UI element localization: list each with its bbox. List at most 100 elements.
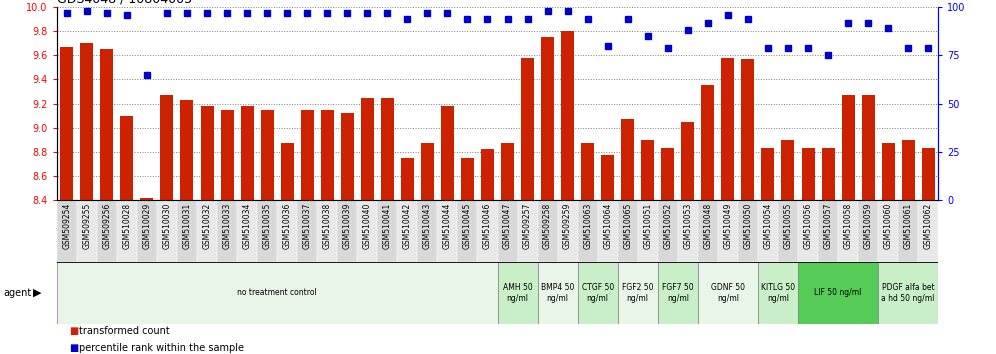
Bar xyxy=(81,43,94,200)
Text: GSM509259: GSM509259 xyxy=(563,203,572,250)
Text: GSM510060: GSM510060 xyxy=(883,203,892,250)
Bar xyxy=(838,200,859,262)
Bar xyxy=(862,95,874,200)
Text: GSM510061: GSM510061 xyxy=(903,203,912,249)
Bar xyxy=(140,198,153,200)
Bar xyxy=(618,262,657,324)
Bar xyxy=(818,200,838,262)
Bar xyxy=(681,122,694,200)
Bar xyxy=(538,200,558,262)
Bar xyxy=(217,200,237,262)
Bar xyxy=(541,37,554,200)
Bar xyxy=(257,200,277,262)
Bar xyxy=(341,113,354,200)
Bar xyxy=(277,200,297,262)
Text: GSM510055: GSM510055 xyxy=(784,203,793,250)
Bar xyxy=(437,200,457,262)
Text: CTGF 50
ng/ml: CTGF 50 ng/ml xyxy=(582,283,614,303)
Text: GSM510058: GSM510058 xyxy=(844,203,853,249)
Text: GSM510034: GSM510034 xyxy=(243,203,252,250)
Bar xyxy=(117,200,136,262)
Text: GSM510049: GSM510049 xyxy=(723,203,732,250)
Text: no treatment control: no treatment control xyxy=(237,289,317,297)
Bar xyxy=(578,262,618,324)
Bar xyxy=(657,200,678,262)
Bar xyxy=(518,200,538,262)
Text: BMP4 50
ng/ml: BMP4 50 ng/ml xyxy=(541,283,575,303)
Text: GSM510036: GSM510036 xyxy=(283,203,292,250)
Bar xyxy=(197,200,217,262)
Text: GSM510042: GSM510042 xyxy=(402,203,412,249)
Text: GSM510041: GSM510041 xyxy=(382,203,391,249)
Text: FGF7 50
ng/ml: FGF7 50 ng/ml xyxy=(662,283,693,303)
Bar xyxy=(698,200,718,262)
Text: GSM510040: GSM510040 xyxy=(363,203,372,250)
Text: GSM510065: GSM510065 xyxy=(623,203,632,250)
Bar xyxy=(637,200,657,262)
Bar xyxy=(297,200,317,262)
Bar xyxy=(802,148,815,200)
Text: GSM509256: GSM509256 xyxy=(103,203,112,250)
Text: GSM510032: GSM510032 xyxy=(202,203,211,249)
Bar xyxy=(77,200,97,262)
Bar xyxy=(558,200,578,262)
Text: GSM510037: GSM510037 xyxy=(303,203,312,250)
Bar xyxy=(136,200,157,262)
Text: GSM510030: GSM510030 xyxy=(162,203,171,250)
Bar xyxy=(578,200,598,262)
Bar xyxy=(918,200,938,262)
Text: GSM510039: GSM510039 xyxy=(343,203,352,250)
Bar xyxy=(101,49,114,200)
Bar xyxy=(177,200,197,262)
Bar xyxy=(417,200,437,262)
Text: GSM510064: GSM510064 xyxy=(604,203,613,250)
Bar xyxy=(121,116,133,200)
Bar xyxy=(758,200,778,262)
Text: GDS4048 / 10804003: GDS4048 / 10804003 xyxy=(57,0,192,6)
Bar xyxy=(822,148,835,200)
Text: GSM510062: GSM510062 xyxy=(923,203,932,249)
Text: GSM510050: GSM510050 xyxy=(743,203,752,250)
Bar xyxy=(498,200,518,262)
Bar xyxy=(622,119,634,200)
Bar xyxy=(301,110,314,200)
Bar xyxy=(377,200,397,262)
Text: KITLG 50
ng/ml: KITLG 50 ng/ml xyxy=(761,283,795,303)
Text: GSM510056: GSM510056 xyxy=(804,203,813,250)
Bar xyxy=(921,148,934,200)
Bar xyxy=(97,200,117,262)
Bar xyxy=(338,200,358,262)
Text: GSM510046: GSM510046 xyxy=(483,203,492,250)
Bar xyxy=(157,200,177,262)
Bar xyxy=(898,200,918,262)
Bar xyxy=(461,158,474,200)
Bar xyxy=(618,200,637,262)
Text: GSM510059: GSM510059 xyxy=(864,203,872,250)
Text: GSM510045: GSM510045 xyxy=(463,203,472,250)
Text: transformed count: transformed count xyxy=(79,326,169,336)
Bar xyxy=(397,200,417,262)
Text: GSM510057: GSM510057 xyxy=(824,203,833,250)
Text: GSM510028: GSM510028 xyxy=(123,203,131,249)
Bar xyxy=(400,158,414,200)
Text: GSM509254: GSM509254 xyxy=(63,203,72,250)
Text: AMH 50
ng/ml: AMH 50 ng/ml xyxy=(503,283,533,303)
Text: GSM510043: GSM510043 xyxy=(423,203,432,250)
Text: GSM510033: GSM510033 xyxy=(222,203,231,250)
Bar xyxy=(441,106,454,200)
Bar xyxy=(761,148,775,200)
Bar xyxy=(220,110,234,200)
Bar xyxy=(477,200,498,262)
Text: GSM509255: GSM509255 xyxy=(83,203,92,250)
Text: ▶: ▶ xyxy=(33,288,42,298)
Bar xyxy=(698,262,758,324)
Text: LIF 50 ng/ml: LIF 50 ng/ml xyxy=(815,289,862,297)
Bar xyxy=(200,106,213,200)
Bar xyxy=(602,155,615,200)
Text: GSM510035: GSM510035 xyxy=(263,203,272,250)
Text: GSM510031: GSM510031 xyxy=(182,203,191,249)
Bar xyxy=(241,106,254,200)
Bar xyxy=(859,200,878,262)
Bar xyxy=(261,110,274,200)
Text: agent: agent xyxy=(3,288,31,298)
